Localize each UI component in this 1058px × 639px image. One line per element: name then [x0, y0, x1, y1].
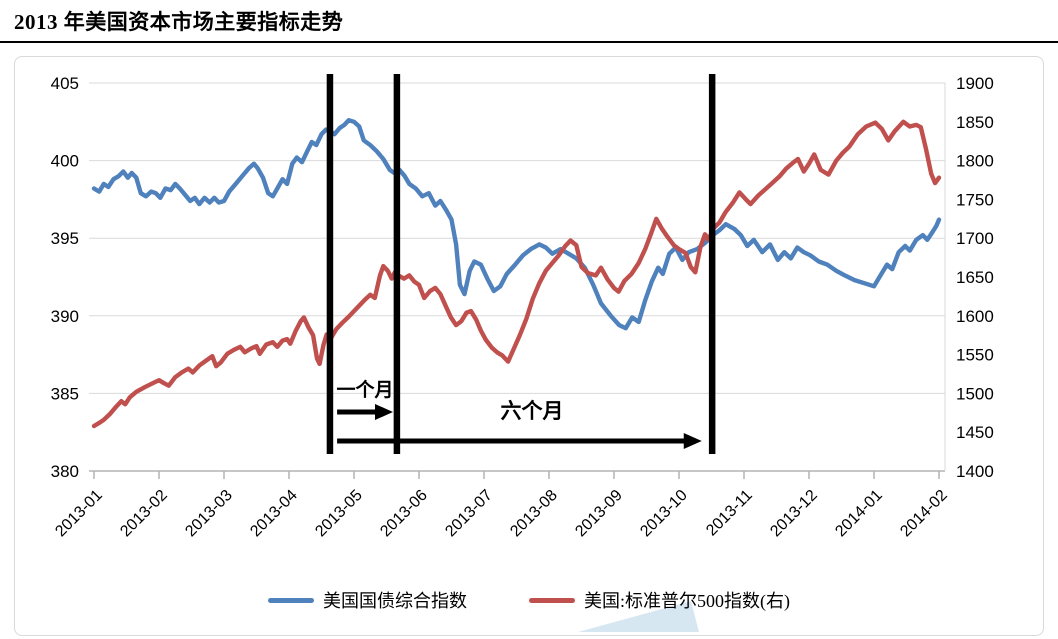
right-axis-tick-label: 1550	[956, 346, 994, 365]
line-chart: 405 400 395 390 385 380 1900 1850 1800 1750 1700 16…	[51, 74, 994, 632]
legend-item-treasury: 美国国债综合指数	[268, 587, 467, 613]
left-axis-tick-label: 385	[51, 384, 79, 403]
left-axis-tick-label: 400	[51, 152, 79, 171]
x-axis-tick-label: 2013-05	[312, 487, 366, 541]
left-axis-tick-label: 380	[51, 462, 79, 481]
title-underline	[0, 41, 1058, 43]
right-axis-tick-label: 1700	[956, 229, 994, 248]
treasury-series-line	[91, 118, 942, 331]
x-axis-tick-label: 2013-01	[52, 487, 106, 541]
arrowhead-icon	[683, 433, 702, 449]
x-axis-tick-label: 2013-10	[637, 487, 691, 541]
chart-panel: 405 400 395 390 385 380 1900 1850 1800 1750 1700 16…	[14, 56, 1044, 636]
right-axis-tick-label: 1850	[956, 113, 994, 132]
legend-label-sp500: 美国:标准普尔500指数(右)	[584, 591, 790, 611]
x-axis-tick-label: 2013-02	[117, 487, 171, 541]
x-axis-tick-label: 2013-03	[182, 487, 236, 541]
right-axis-tick-label: 1400	[956, 462, 994, 481]
right-axis-tick-label: 1750	[956, 190, 994, 209]
left-axis-tick-label: 390	[51, 307, 79, 326]
x-axis-tick-label: 2013-09	[572, 487, 626, 541]
right-axis-tick-label: 1600	[956, 307, 994, 326]
page-title: 2013 年美国资本市场主要指标走势	[14, 10, 344, 34]
chart-legend: 美国国债综合指数 美国:标准普尔500指数(右)	[15, 587, 1043, 613]
x-axis-tick-label: 2014-01	[832, 487, 886, 541]
treasury-line-swatch	[268, 597, 314, 603]
x-axis-tick-label: 2013-08	[507, 487, 561, 541]
right-axis-tick-label: 1450	[956, 423, 994, 442]
left-axis-tick-label: 395	[51, 229, 79, 248]
x-axis-tick-label: 2014-02	[897, 487, 951, 541]
x-axis-tick-label: 2013-07	[442, 487, 496, 541]
x-axis-tick-label: 2013-12	[767, 487, 821, 541]
sp500-series-line	[91, 119, 942, 429]
report-title-bar: 2013 年美国资本市场主要指标走势	[0, 0, 1058, 43]
left-axis-tick-label: 405	[51, 74, 79, 93]
legend-label-treasury: 美国国债综合指数	[323, 591, 467, 611]
legend-item-sp500: 美国:标准普尔500指数(右)	[529, 587, 790, 613]
x-axis-tick-label: 2013-11	[703, 487, 756, 540]
x-axis-tick-label: 2013-06	[377, 487, 431, 541]
right-axis-tick-label: 1500	[956, 384, 994, 403]
x-axis-tick-label: 2013-04	[247, 487, 301, 541]
one-month-label: 一个月	[337, 379, 394, 401]
right-axis-tick-label: 1650	[956, 268, 994, 287]
right-axis-tick-label: 1800	[956, 152, 994, 171]
right-axis-tick-label: 1900	[956, 74, 994, 93]
sp500-line-swatch	[529, 597, 575, 603]
six-month-label: 六个月	[501, 399, 564, 423]
arrowhead-icon	[375, 404, 393, 420]
watermark-logo	[578, 601, 699, 632]
